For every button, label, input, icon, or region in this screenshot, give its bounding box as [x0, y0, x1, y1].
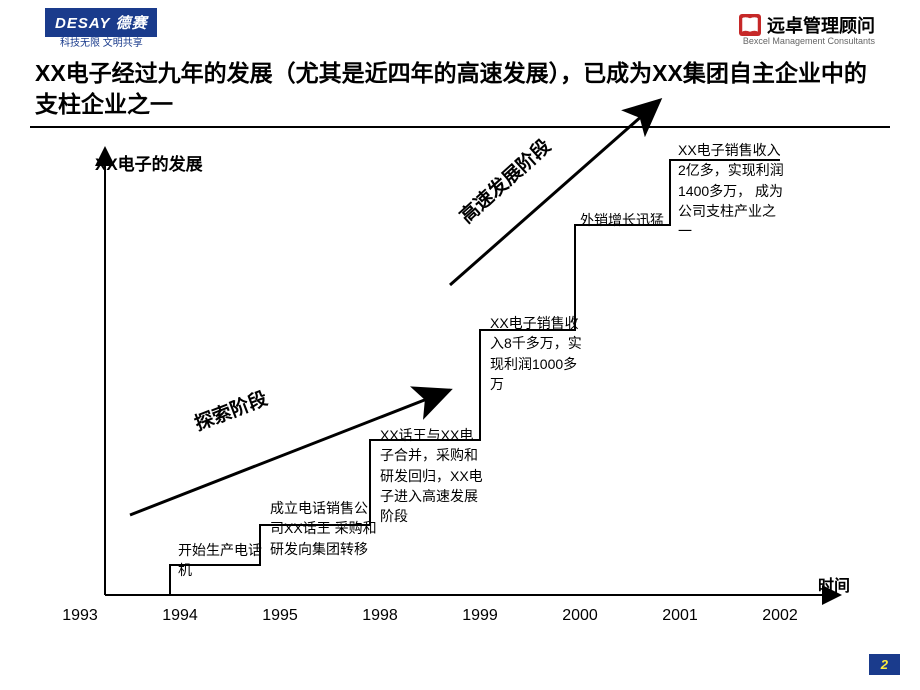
year-label: 1999 — [462, 607, 498, 625]
year-label: 2000 — [562, 607, 598, 625]
year-label: 2001 — [662, 607, 698, 625]
title-underline — [30, 126, 890, 128]
step-text: XX电子销售收入8千多万，实现利润1000多万 — [490, 313, 590, 394]
logo-right: 远卓管理顾问 — [739, 12, 875, 38]
book-icon — [739, 14, 761, 36]
step-text: 开始生产电话机 — [178, 540, 268, 581]
year-label: 1995 — [262, 607, 298, 625]
logo-right-subtitle: Bexcel Management Consultants — [743, 36, 875, 46]
logo-left: DESAY 德赛 — [45, 8, 157, 37]
step-text: XX话王与XX电子合并，采购和研发回归，XX电子进入高速发展阶段 — [380, 425, 485, 526]
x-axis-label: 时间 — [818, 572, 850, 596]
year-label: 1993 — [62, 607, 98, 625]
logo-right-text: 远卓管理顾问 — [767, 12, 875, 38]
logo-left-subtitle: 科技无限 文明共享 — [60, 34, 143, 49]
year-label: 1994 — [162, 607, 198, 625]
year-label: 2002 — [762, 607, 798, 625]
page-title: XX电子经过九年的发展（尤其是近四年的高速发展），已成为XX集团自主企业中的支柱… — [35, 58, 875, 120]
step-chart: XX电子的发展 时间 开始生产电话机成立电话销售公司XX话王 采购和研发向集团转… — [50, 140, 870, 650]
step-text: 成立电话销售公司XX话王 采购和研发向集团转移 — [270, 498, 380, 559]
year-label: 1998 — [362, 607, 398, 625]
step-text: XX电子销售收入2亿多，实现利润1400多万， 成为公司支柱产业之一 — [678, 140, 788, 241]
step-text: 外销增长迅猛 — [580, 210, 680, 230]
page-number: 2 — [869, 654, 900, 675]
